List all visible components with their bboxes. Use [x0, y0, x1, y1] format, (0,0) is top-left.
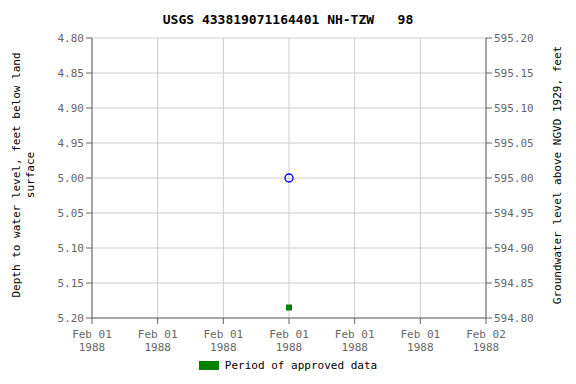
svg-text:4.80: 4.80: [58, 32, 85, 45]
svg-text:595.15: 595.15: [494, 67, 534, 80]
svg-text:5.10: 5.10: [58, 242, 85, 255]
svg-text:Feb 011988: Feb 011988: [203, 328, 243, 354]
svg-text:594.90: 594.90: [494, 242, 534, 255]
html-text:Period of approved data: Period of approved data: [224, 358, 378, 372]
svg-text:5.15: 5.15: [58, 277, 85, 290]
html-text:USGS 433819071164401 NH-TZW 98: USGS 433819071164401 NH-TZW 98: [162, 12, 414, 27]
svg-text:Feb 011988: Feb 011988: [400, 328, 440, 354]
svg-text:5.00: 5.00: [58, 172, 85, 185]
svg-text:4.85: 4.85: [58, 67, 85, 80]
html-text:Depth to water level, feet bel: Depth to water level, feet below land su…: [9, 52, 37, 298]
svg-text:594.85: 594.85: [494, 277, 534, 290]
svg-text:595.10: 595.10: [494, 102, 534, 115]
html-text:Groundwater level above NGVD 1: Groundwater level above NGVD 1929, feet: [550, 45, 564, 305]
svg-text:Feb 011988: Feb 011988: [72, 328, 112, 354]
svg-text:594.95: 594.95: [494, 207, 534, 220]
svg-text:Feb 021988: Feb 021988: [466, 328, 506, 354]
svg-text:595.05: 595.05: [494, 137, 534, 150]
svg-text:5.20: 5.20: [58, 312, 85, 325]
svg-text:5.05: 5.05: [58, 207, 85, 220]
svg-text:594.80: 594.80: [494, 312, 534, 325]
svg-text:Feb 011988: Feb 011988: [138, 328, 178, 354]
svg-text:595.00: 595.00: [494, 172, 534, 185]
svg-text:Feb 011988: Feb 011988: [335, 328, 375, 354]
svg-text:595.20: 595.20: [494, 32, 534, 45]
svg-text:4.95: 4.95: [58, 137, 85, 150]
svg-text:4.90: 4.90: [58, 102, 85, 115]
svg-text:Feb 011988: Feb 011988: [269, 328, 309, 354]
